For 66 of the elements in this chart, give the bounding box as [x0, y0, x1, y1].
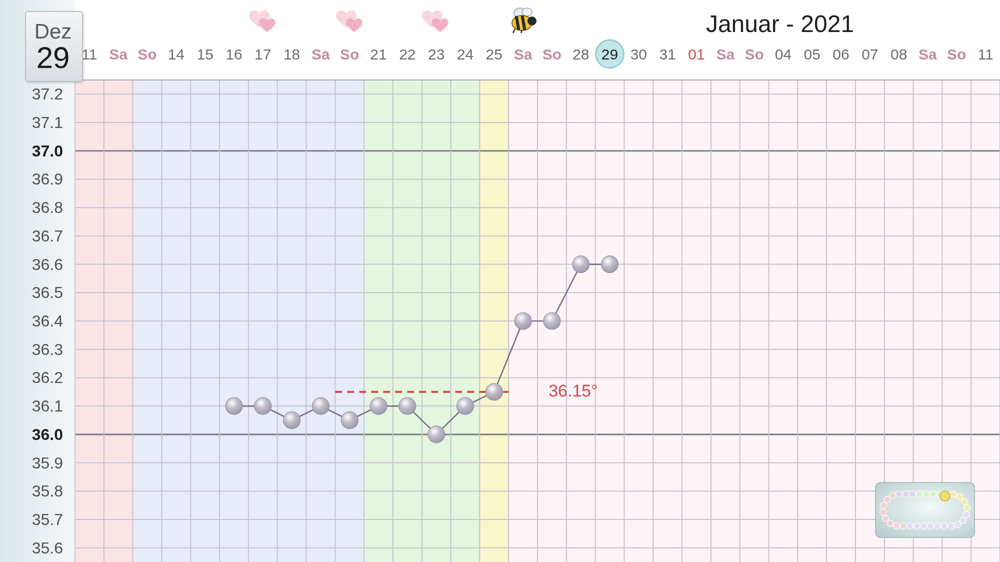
x-tick-label: 11 [978, 46, 994, 62]
x-tick-label: 07 [862, 46, 878, 62]
x-tick-label: 14 [168, 46, 185, 62]
point [398, 397, 416, 415]
y-tick-label: 36.1 [32, 398, 64, 415]
y-tick-label: 37.0 [32, 142, 64, 160]
x-tick-label: 30 [630, 46, 648, 62]
y-tick-label: 36.9 [32, 170, 64, 188]
x-tick-label: 24 [456, 46, 474, 62]
y-tick-label: 37.2 [32, 86, 64, 103]
x-tick-label: 16 [226, 46, 242, 62]
x-tick-label: 05 [804, 46, 820, 62]
point [600, 255, 619, 274]
y-tick-label: 36.2 [32, 369, 64, 386]
y-tick-label: 35.6 [32, 539, 64, 556]
x-tick-label: 11 [82, 46, 98, 62]
x-tick-label: 29 [601, 46, 618, 62]
point [572, 255, 590, 274]
x-tick-label: 04 [774, 46, 792, 62]
x-tick-label: 31 [659, 46, 676, 62]
y-tick-label: 36.6 [32, 256, 64, 273]
x-tick-label: Sa [514, 46, 533, 62]
chart-title: Januar - 2021 [706, 11, 854, 39]
x-tick-label: Sa [918, 46, 938, 62]
x-tick-label: 17 [254, 46, 272, 62]
x-tick-label: 01 [688, 46, 705, 62]
x-tick-label: So [138, 46, 157, 62]
point [370, 397, 388, 415]
x-tick-label: So [947, 46, 966, 62]
x-tick-label: 15 [196, 46, 214, 62]
x-tick-label: So [542, 46, 562, 62]
x-tick-label: So [340, 46, 360, 62]
x-tick-label: 22 [399, 46, 416, 62]
y-tick-label: 36.5 [32, 284, 64, 302]
point [514, 312, 532, 330]
x-tick-label: 06 [832, 46, 850, 62]
point [225, 397, 243, 415]
point [428, 426, 446, 444]
x-tick-label: Sa [716, 46, 736, 62]
y-tick-label: 37.1 [32, 114, 64, 132]
point [312, 397, 330, 415]
x-tick-label: 25 [486, 46, 502, 62]
y-tick-label: 35.9 [32, 454, 64, 472]
x-tick-label: Sa [109, 46, 128, 62]
x-tick-label: 21 [370, 46, 387, 62]
point [543, 312, 561, 330]
y-tick-label: 36.8 [32, 199, 64, 216]
y-tick-label: 36.3 [32, 340, 64, 358]
y-tick-label: 35.8 [32, 482, 64, 500]
x-tick-label: 18 [283, 46, 300, 62]
point [340, 411, 358, 430]
x-tick-label: 28 [572, 46, 590, 62]
point [456, 397, 474, 415]
y-tick-label: 36.0 [32, 426, 64, 443]
point [485, 383, 503, 401]
y-tick-label: 36.4 [32, 312, 64, 330]
text: Dez [34, 20, 72, 44]
point [282, 411, 301, 430]
x-tick-label: 23 [428, 46, 445, 62]
x-tick-label: So [744, 46, 764, 62]
y-tick-label: 35.7 [32, 510, 64, 528]
text: 36.15° [548, 382, 598, 402]
point [254, 397, 272, 415]
y-tick-label: 36.7 [32, 227, 64, 244]
x-tick-label: 08 [890, 46, 908, 62]
x-tick-label: Sa [312, 46, 331, 62]
